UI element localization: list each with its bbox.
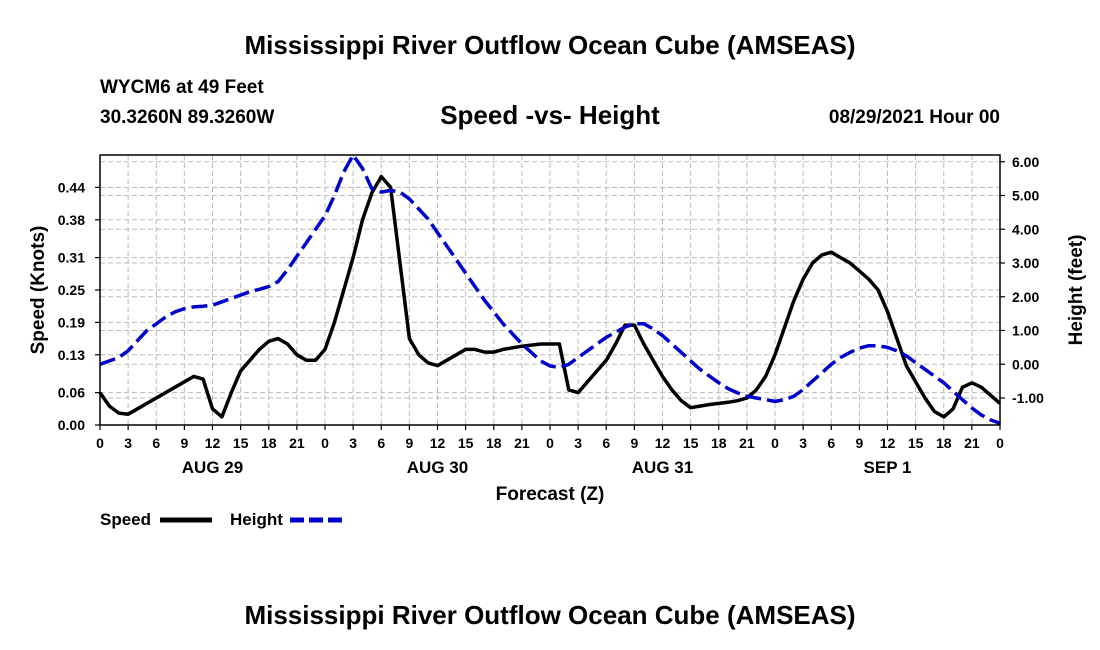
speed-series-line [98,174,1002,419]
x-tick-label-25: 3 [799,435,807,451]
y-tick-label-5: 0.31 [58,250,85,266]
y2-tick-label-4: 3.00 [1012,255,1039,271]
y2-tick-label-2: 1.00 [1012,323,1039,339]
y-axis-ticks: 0.00 0.06 0.13 0.19 0.25 0.31 0.38 0.44 [58,179,100,433]
y-tick-label-7: 0.44 [58,179,85,195]
x-tick-label-13: 15 [458,435,474,451]
x-tick-label-21: 15 [683,435,699,451]
forecast-datetime: 08/29/2021 Hour 00 [828,107,1000,128]
y2-tick-label-7: 6.00 [1012,154,1039,170]
x-tick-label-19: 9 [630,435,638,451]
x-tick-label-30: 18 [936,435,952,451]
x-tick-label-32: 0 [996,435,1004,451]
x-tick-label-20: 12 [655,435,671,451]
y2-tick-label-0: -1.00 [1012,390,1044,406]
chart-subtitle: Speed -vs- Height [440,100,660,130]
x-tick-label-15: 21 [514,435,530,451]
x-tick-label-0: 0 [96,435,104,451]
y-tick-label-4: 0.25 [58,282,85,298]
legend-height-label: Height [230,510,283,529]
x-tick-label-22: 18 [711,435,727,451]
series-layer [98,153,1002,425]
x-tick-label-6: 18 [261,435,277,451]
y-tick-label-0: 0.00 [58,417,85,433]
x-tick-label-27: 9 [855,435,863,451]
station-label: WYCM6 at 49 Feet [100,77,264,98]
date-label-0: AUG 29 [182,458,243,477]
x-axis-label: Forecast (Z) [496,484,605,505]
height-series-line [99,153,1001,425]
x-tick-label-5: 15 [233,435,249,451]
x-tick-label-14: 18 [486,435,502,451]
x-tick-label-1: 3 [124,435,132,451]
legend-speed-label: Speed [100,510,151,529]
x-tick-label-23: 21 [739,435,755,451]
date-label-3: SEP 1 [864,458,912,477]
y2-tick-label-5: 4.00 [1012,221,1039,237]
x-tick-label-3: 9 [180,435,188,451]
y-tick-label-3: 0.19 [58,314,85,330]
x-tick-label-28: 12 [880,435,896,451]
x-tick-label-4: 12 [205,435,221,451]
y2-tick-label-1: 0.00 [1012,356,1039,372]
x-tick-label-18: 6 [602,435,610,451]
coordinates-label: 30.3260N 89.3260W [100,107,275,128]
y2-axis-label: Height (feet) [1066,235,1087,346]
date-label-1: AUG 30 [407,458,468,477]
x-tick-label-12: 12 [430,435,446,451]
x-tick-label-11: 9 [405,435,413,451]
y2-tick-label-3: 2.00 [1012,289,1039,305]
x-axis-ticks: 0 3 6 9 12 15 18 21 0 3 6 9 12 15 18 21 0 3 6 9 12 15 18 21 0 3 6 9… [96,425,1004,451]
y2-tick-label-6: 5.00 [1012,188,1039,204]
x-tick-label-8: 0 [321,435,329,451]
x-tick-label-31: 21 [964,435,980,451]
x-tick-label-24: 0 [771,435,779,451]
legend: Speed Height [100,510,342,529]
y-axis-label: Speed (Knots) [28,226,49,355]
x-tick-label-10: 6 [377,435,385,451]
chart-title-bottom: Mississippi River Outflow Ocean Cube (AM… [244,600,856,630]
x-tick-label-26: 6 [827,435,835,451]
date-labels: AUG 29 AUG 30 AUG 31 SEP 1 [182,458,912,477]
y2-axis-ticks: -1.00 0.00 1.00 2.00 3.00 4.00 5.00 6.00 [1000,154,1044,406]
y-tick-label-6: 0.38 [58,212,85,228]
x-tick-label-9: 3 [349,435,357,451]
y-tick-label-2: 0.13 [58,347,85,363]
x-tick-label-17: 3 [574,435,582,451]
x-tick-label-16: 0 [546,435,554,451]
x-tick-label-2: 6 [152,435,160,451]
chart-title-top: Mississippi River Outflow Ocean Cube (AM… [244,30,856,60]
y-tick-label-1: 0.06 [58,385,85,401]
date-label-2: AUG 31 [632,458,693,477]
x-tick-label-7: 21 [289,435,305,451]
x-tick-label-29: 15 [908,435,924,451]
